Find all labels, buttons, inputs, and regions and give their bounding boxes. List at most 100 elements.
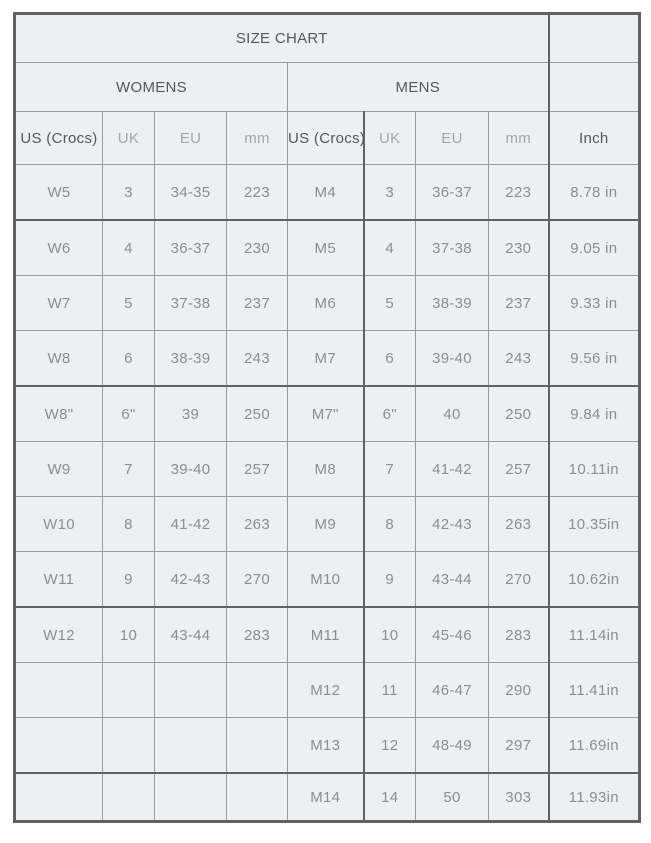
size-cell: M10 — [287, 551, 364, 608]
size-cell: M9 — [287, 496, 364, 552]
col-header-eu-mens: EU — [415, 111, 489, 165]
size-cell — [102, 662, 155, 718]
size-cell — [102, 717, 155, 774]
size-cell: 230 — [487, 219, 550, 276]
size-cell: 11.14in — [547, 606, 641, 663]
size-cell: 41-42 — [415, 441, 489, 497]
size-cell: 6" — [102, 385, 155, 442]
size-cell: 4 — [362, 219, 416, 276]
size-cell: 7 — [102, 441, 155, 497]
size-cell: 39 — [154, 385, 227, 442]
size-cell: M7" — [287, 385, 364, 442]
size-cell: 37-38 — [154, 275, 227, 331]
size-cell: M12 — [287, 662, 364, 718]
size-cell: 250 — [226, 385, 288, 442]
size-cell: 283 — [487, 606, 550, 663]
size-cell: M6 — [287, 275, 364, 331]
size-cell: M8 — [287, 441, 364, 497]
size-cell — [226, 772, 288, 822]
size-cell: 46-47 — [415, 662, 489, 718]
size-cell: 6" — [362, 385, 416, 442]
size-cell: 270 — [487, 551, 550, 608]
size-cell: 223 — [226, 164, 288, 221]
size-row: W10 8 41-42 263 M9 8 42-43 263 10.35in — [14, 496, 641, 552]
size-cell: 303 — [487, 772, 550, 822]
size-cell: W6 — [14, 219, 103, 276]
size-cell: 39-40 — [415, 330, 489, 387]
size-cell: 223 — [487, 164, 550, 221]
size-row: M12 11 46-47 290 11.41in — [14, 662, 641, 718]
size-row: W9 7 39-40 257 M8 7 41-42 257 10.11in — [14, 441, 641, 497]
title-row: SIZE CHART — [13, 13, 641, 63]
size-chart: SIZE CHART WOMENS MENS US (Crocs) UK EU … — [13, 12, 642, 823]
group-header-row: WOMENS MENS — [14, 62, 641, 112]
size-cell: W5 — [14, 164, 103, 221]
size-cell: 9.05 in — [547, 219, 641, 276]
size-cell: M14 — [287, 772, 364, 822]
size-row: M13 12 48-49 297 11.69in — [14, 717, 641, 774]
col-header-us-mens: US (Crocs) — [287, 111, 364, 165]
size-cell: W7 — [14, 275, 103, 331]
size-cell: 45-46 — [415, 606, 489, 663]
size-cell: 11.41in — [547, 662, 641, 718]
size-chart-title: SIZE CHART — [13, 13, 550, 63]
size-cell: 250 — [487, 385, 550, 442]
size-cell: 42-43 — [154, 551, 227, 608]
col-header-uk-womens: UK — [102, 111, 155, 165]
size-cell: 14 — [362, 772, 416, 822]
size-cell: 10 — [362, 606, 416, 663]
size-row: M14 14 50 303 11.93in — [14, 772, 641, 822]
size-cell: 283 — [226, 606, 288, 663]
size-cell: 40 — [415, 385, 489, 442]
size-cell — [226, 662, 288, 718]
size-cell: M11 — [287, 606, 364, 663]
col-header-inch: Inch — [547, 111, 641, 165]
size-cell: 9.56 in — [547, 330, 641, 387]
size-cell: 3 — [102, 164, 155, 221]
size-cell: 36-37 — [154, 219, 227, 276]
size-cell: 34-35 — [154, 164, 227, 221]
size-cell: 38-39 — [154, 330, 227, 387]
size-row: W11 9 42-43 270 M10 9 43-44 270 10.62in — [14, 551, 641, 608]
size-cell: 43-44 — [154, 606, 227, 663]
size-row: W8" 6" 39 250 M7" 6" 40 250 9.84 in — [14, 385, 641, 442]
size-cell: 38-39 — [415, 275, 489, 331]
size-cell: W12 — [14, 606, 103, 663]
size-cell: 8 — [362, 496, 416, 552]
size-cell: 11.69in — [547, 717, 641, 774]
size-cell: 9.33 in — [547, 275, 641, 331]
size-cell: 3 — [362, 164, 416, 221]
size-cell: 48-49 — [415, 717, 489, 774]
size-cell: 9 — [362, 551, 416, 608]
size-cell: 4 — [102, 219, 155, 276]
size-cell: 6 — [362, 330, 416, 387]
size-cell: 36-37 — [415, 164, 489, 221]
size-cell: 11 — [362, 662, 416, 718]
size-row: W12 10 43-44 283 M11 10 45-46 283 11.14in — [14, 606, 641, 663]
size-cell: W8 — [14, 330, 103, 387]
size-row: W7 5 37-38 237 M6 5 38-39 237 9.33 in — [14, 275, 641, 331]
size-cell: 50 — [415, 772, 489, 822]
size-cell: 243 — [226, 330, 288, 387]
size-cell: 10.35in — [547, 496, 641, 552]
size-cell: 6 — [102, 330, 155, 387]
size-cell — [154, 717, 227, 774]
size-cell: 37-38 — [415, 219, 489, 276]
size-cell: 9.84 in — [547, 385, 641, 442]
col-header-mm-womens: mm — [226, 111, 288, 165]
size-cell: 257 — [487, 441, 550, 497]
size-cell: 237 — [487, 275, 550, 331]
size-cell: M7 — [287, 330, 364, 387]
size-cell — [14, 772, 103, 822]
size-cell: M4 — [287, 164, 364, 221]
size-cell: W11 — [14, 551, 103, 608]
size-cell: 5 — [362, 275, 416, 331]
size-cell: M5 — [287, 219, 364, 276]
mens-group-header: MENS — [286, 62, 550, 112]
size-chart-table: SIZE CHART WOMENS MENS US (Crocs) UK EU … — [13, 12, 642, 823]
size-cell: 12 — [362, 717, 416, 774]
size-cell: W10 — [14, 496, 103, 552]
womens-group-header: WOMENS — [14, 62, 288, 112]
size-cell — [14, 717, 103, 774]
